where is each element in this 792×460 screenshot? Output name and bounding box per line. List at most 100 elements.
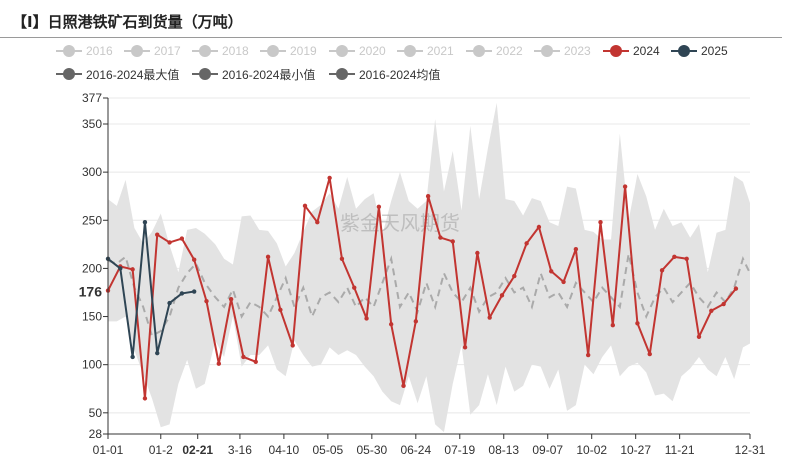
chart-title: 【I】日照港铁矿石到货量（万吨） xyxy=(12,13,243,31)
data-point-2024[interactable] xyxy=(352,285,357,290)
data-point-2024[interactable] xyxy=(388,322,394,327)
data-point-2024[interactable] xyxy=(536,224,542,230)
data-point-2024[interactable] xyxy=(191,257,197,262)
data-point-2024[interactable] xyxy=(647,351,652,357)
chart-legend: 2016 2017 2018 2019 2020 2021 2022 2023 2024 2025… xyxy=(0,42,792,87)
data-point-2024[interactable] xyxy=(241,354,246,360)
legend-label: 2016-2024最小值 xyxy=(222,67,316,82)
data-point-2024[interactable] xyxy=(401,383,406,389)
data-point-2024[interactable] xyxy=(228,297,234,302)
x-tick-label: 11-21 xyxy=(665,443,695,457)
data-point-2024[interactable] xyxy=(585,352,591,358)
data-point-2024[interactable] xyxy=(425,194,431,199)
data-point-2025[interactable] xyxy=(118,266,123,271)
data-point-2024[interactable] xyxy=(573,246,579,252)
legend-marker-icon xyxy=(56,67,82,81)
data-point-2025[interactable] xyxy=(179,291,185,296)
legend-item-2019[interactable]: 2019 xyxy=(260,42,317,60)
data-point-2024[interactable] xyxy=(598,219,603,225)
legend-item-2024[interactable]: 2024 xyxy=(603,42,660,60)
data-point-2024[interactable] xyxy=(610,323,616,328)
data-point-2024[interactable] xyxy=(155,232,160,237)
data-point-2024[interactable] xyxy=(204,298,209,304)
data-point-2025[interactable] xyxy=(142,219,148,225)
legend-label: 2022 xyxy=(496,44,523,58)
legend-label: 2023 xyxy=(564,44,591,58)
x-tick-label: 01-01 xyxy=(93,443,124,457)
x-tick-label: 12-31 xyxy=(735,443,766,457)
data-point-2024[interactable] xyxy=(179,236,185,241)
legend-marker-icon xyxy=(671,44,697,58)
data-point-2024[interactable] xyxy=(315,219,320,225)
data-point-2024[interactable] xyxy=(487,315,492,320)
x-tick-label: 05-30 xyxy=(356,443,387,457)
data-point-2024[interactable] xyxy=(130,267,135,272)
data-point-2024[interactable] xyxy=(253,359,258,364)
data-point-2024[interactable] xyxy=(512,273,517,279)
legend-item-2020[interactable]: 2020 xyxy=(329,42,386,60)
data-point-2024[interactable] xyxy=(364,316,369,321)
series-max-min-band xyxy=(108,102,750,433)
legend-item-2023[interactable]: 2023 xyxy=(534,42,591,60)
data-point-2024[interactable] xyxy=(561,279,566,285)
data-point-2024[interactable] xyxy=(278,307,283,313)
data-point-2024[interactable] xyxy=(167,240,172,245)
data-point-2024[interactable] xyxy=(622,184,628,189)
data-point-2024[interactable] xyxy=(265,254,271,260)
data-point-2024[interactable] xyxy=(327,175,332,181)
data-point-2024[interactable] xyxy=(339,256,345,261)
data-point-2024[interactable] xyxy=(635,321,640,326)
legend-item-2016-2024最小值[interactable]: 2016-2024最小值 xyxy=(192,65,315,83)
data-point-2024[interactable] xyxy=(376,204,382,209)
legend-item-2022[interactable]: 2022 xyxy=(466,42,523,60)
legend-label: 2017 xyxy=(154,44,181,58)
data-point-2024[interactable] xyxy=(709,308,714,313)
data-point-2024[interactable] xyxy=(524,241,529,246)
y-tick-label: 150 xyxy=(82,310,102,324)
data-point-2024[interactable] xyxy=(438,235,443,240)
legend-label: 2019 xyxy=(290,44,317,58)
data-point-2024[interactable] xyxy=(659,268,665,273)
series-line-2025 xyxy=(107,221,195,358)
data-point-2025[interactable] xyxy=(155,350,160,356)
current-value-label: 176 xyxy=(79,284,103,300)
legend-marker-icon xyxy=(466,44,492,58)
data-point-2025[interactable] xyxy=(191,289,197,294)
data-point-2024[interactable] xyxy=(684,256,689,261)
data-point-2024[interactable] xyxy=(499,293,505,298)
data-point-2024[interactable] xyxy=(733,286,739,291)
data-point-2024[interactable] xyxy=(696,334,702,339)
data-point-2025[interactable] xyxy=(167,300,172,306)
legend-marker-icon xyxy=(534,44,560,58)
legend-label: 2025 xyxy=(701,44,728,58)
legend-item-2016-2024最大值[interactable]: 2016-2024最大值 xyxy=(56,65,179,83)
data-point-2024[interactable] xyxy=(142,396,148,401)
watermark: 紫金天风期货 xyxy=(340,211,460,235)
legend-marker-icon xyxy=(329,44,355,58)
legend-item-2017[interactable]: 2017 xyxy=(124,42,181,60)
data-point-2024[interactable] xyxy=(302,203,308,209)
data-point-2024[interactable] xyxy=(290,343,295,348)
data-point-2024[interactable] xyxy=(549,269,554,274)
x-tick-label: 10-02 xyxy=(576,443,607,457)
legend-item-2021[interactable]: 2021 xyxy=(397,42,454,60)
x-tick-label: 01-2 xyxy=(149,443,173,457)
legend-item-2016[interactable]: 2016 xyxy=(56,42,113,60)
x-tick-label: 05-05 xyxy=(313,443,344,457)
legend-item-2016-2024均值[interactable]: 2016-2024均值 xyxy=(329,65,440,83)
data-point-2024[interactable] xyxy=(462,345,468,350)
legend-label: 2016-2024均值 xyxy=(359,67,441,82)
data-point-2024[interactable] xyxy=(450,239,455,244)
data-point-2025[interactable] xyxy=(130,354,135,360)
data-point-2024[interactable] xyxy=(672,254,677,260)
data-point-2024[interactable] xyxy=(475,250,480,256)
x-tick-label: 3-16 xyxy=(228,443,252,457)
legend-item-2025[interactable]: 2025 xyxy=(671,42,728,60)
data-point-2024[interactable] xyxy=(413,319,419,324)
data-point-2024[interactable] xyxy=(721,301,726,307)
legend-item-2018[interactable]: 2018 xyxy=(192,42,249,60)
data-point-2024[interactable] xyxy=(216,361,222,366)
legend-label: 2024 xyxy=(633,44,660,58)
